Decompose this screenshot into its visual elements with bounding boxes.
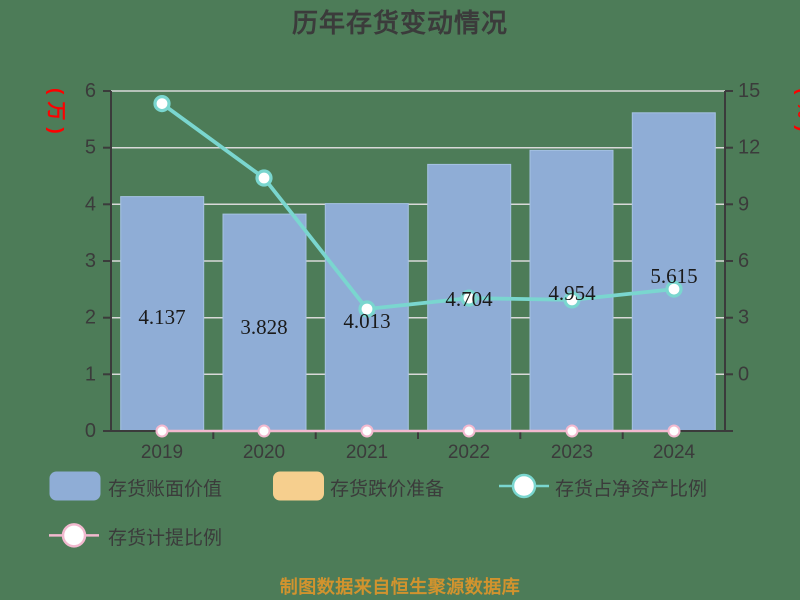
svg-text:制图数据来自恒生聚源数据库: 制图数据来自恒生聚源数据库 xyxy=(280,576,521,597)
svg-text:4: 4 xyxy=(85,193,96,215)
svg-text:2: 2 xyxy=(85,307,96,329)
svg-text:3: 3 xyxy=(85,250,96,272)
svg-text:0: 0 xyxy=(738,363,749,385)
svg-text:6: 6 xyxy=(738,250,749,272)
svg-text:4.704: 4.704 xyxy=(445,287,493,311)
svg-text:存货跌价准备: 存货跌价准备 xyxy=(330,478,444,500)
svg-text:3: 3 xyxy=(738,307,749,329)
svg-text:存货计提比例: 存货计提比例 xyxy=(108,527,222,549)
svg-text:5.615: 5.615 xyxy=(650,264,697,288)
svg-text:存货占净资产比例: 存货占净资产比例 xyxy=(555,478,707,500)
svg-text:5: 5 xyxy=(85,137,96,159)
svg-text:2023: 2023 xyxy=(551,442,593,463)
svg-text:(万): (万) xyxy=(45,88,66,141)
svg-text:历年存货变动情况: 历年存货变动情况 xyxy=(292,8,508,38)
svg-text:4.137: 4.137 xyxy=(138,305,185,329)
svg-text:(%): (%) xyxy=(793,88,800,139)
svg-text:12: 12 xyxy=(738,137,760,159)
svg-text:2024: 2024 xyxy=(653,442,696,463)
svg-text:存货账面价值: 存货账面价值 xyxy=(108,478,222,500)
svg-text:2020: 2020 xyxy=(243,442,285,463)
svg-text:9: 9 xyxy=(738,193,749,215)
svg-text:2021: 2021 xyxy=(346,442,388,463)
svg-text:2019: 2019 xyxy=(141,442,183,463)
svg-text:3.828: 3.828 xyxy=(240,315,287,339)
svg-text:4.954: 4.954 xyxy=(548,281,596,305)
svg-text:2022: 2022 xyxy=(448,442,490,463)
svg-text:4.013: 4.013 xyxy=(343,309,390,333)
svg-text:6: 6 xyxy=(85,80,96,102)
svg-text:15: 15 xyxy=(738,80,760,102)
svg-text:1: 1 xyxy=(85,363,96,385)
svg-text:0: 0 xyxy=(85,420,96,442)
